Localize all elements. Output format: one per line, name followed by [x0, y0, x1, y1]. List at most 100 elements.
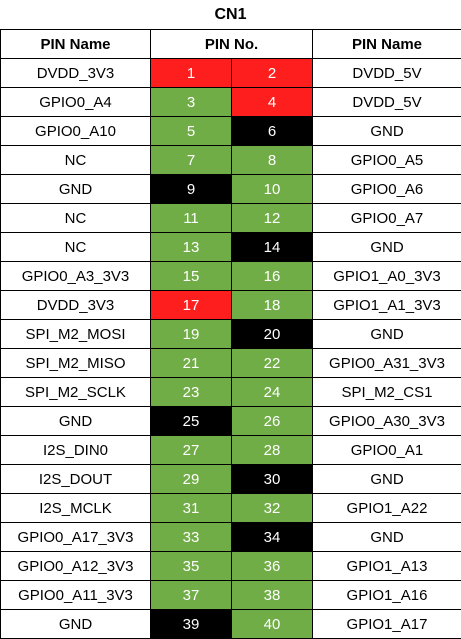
right-pin-number: 32	[232, 494, 313, 523]
left-pin-name: GPIO0_A4	[1, 88, 151, 117]
right-pin-name: GPIO1_A22	[313, 494, 461, 523]
left-pin-name: DVDD_3V3	[1, 291, 151, 320]
left-pin-name: SPI_M2_SCLK	[1, 378, 151, 407]
right-pin-name: GND	[313, 465, 461, 494]
left-pin-name: SPI_M2_MOSI	[1, 320, 151, 349]
left-pin-number: 33	[151, 523, 232, 552]
left-pin-name: NC	[1, 146, 151, 175]
left-pin-number: 39	[151, 610, 232, 639]
right-pin-name: GND	[313, 117, 461, 146]
right-pin-number: 12	[232, 204, 313, 233]
right-pin-number: 36	[232, 552, 313, 581]
right-pin-number: 4	[232, 88, 313, 117]
left-pin-name: GND	[1, 175, 151, 204]
header-title: CN1	[0, 0, 461, 29]
left-pin-number: 5	[151, 117, 232, 146]
left-pin-name: GND	[1, 610, 151, 639]
right-pin-name: GPIO0_A1	[313, 436, 461, 465]
right-pin-number: 6	[232, 117, 313, 146]
right-pin-number: 34	[232, 523, 313, 552]
left-pin-number: 7	[151, 146, 232, 175]
left-pin-number: 31	[151, 494, 232, 523]
right-pin-name: GPIO0_A30_3V3	[313, 407, 461, 436]
right-pin-name: GPIO0_A7	[313, 204, 461, 233]
left-pin-name: I2S_DIN0	[1, 436, 151, 465]
column-header-pin-no: PIN No.	[151, 30, 313, 59]
right-pin-number: 22	[232, 349, 313, 378]
right-pin-name: GPIO0_A6	[313, 175, 461, 204]
right-pin-number: 2	[232, 59, 313, 88]
right-pin-name: GPIO0_A31_3V3	[313, 349, 461, 378]
left-pin-number: 15	[151, 262, 232, 291]
right-pin-name: DVDD_5V	[313, 59, 461, 88]
left-pin-number: 1	[151, 59, 232, 88]
left-pin-number: 3	[151, 88, 232, 117]
right-pin-name: GPIO1_A1_3V3	[313, 291, 461, 320]
left-pin-number: 13	[151, 233, 232, 262]
left-pin-name: GPIO0_A3_3V3	[1, 262, 151, 291]
left-pin-name: SPI_M2_MISO	[1, 349, 151, 378]
right-pin-number: 30	[232, 465, 313, 494]
right-pin-number: 40	[232, 610, 313, 639]
column-header-left-name: PIN Name	[1, 30, 151, 59]
header-row: PIN Name PIN No. PIN Name	[1, 30, 461, 59]
left-pin-name: I2S_DOUT	[1, 465, 151, 494]
right-pin-number: 38	[232, 581, 313, 610]
left-pin-name: GPIO0_A17_3V3	[1, 523, 151, 552]
right-pin-name: GND	[313, 320, 461, 349]
left-pin-name: DVDD_3V3	[1, 59, 151, 88]
left-pin-number: 25	[151, 407, 232, 436]
left-pin-number: 27	[151, 436, 232, 465]
right-pin-name: GND	[313, 523, 461, 552]
left-pin-number: 9	[151, 175, 232, 204]
right-pin-name: GPIO1_A17	[313, 610, 461, 639]
right-pin-name: GND	[313, 233, 461, 262]
left-pin-number: 19	[151, 320, 232, 349]
left-pin-name: GPIO0_A10	[1, 117, 151, 146]
left-pin-number: 35	[151, 552, 232, 581]
right-pin-number: 18	[232, 291, 313, 320]
right-pin-name: DVDD_5V	[313, 88, 461, 117]
left-pin-name: GPIO0_A11_3V3	[1, 581, 151, 610]
left-pin-name: NC	[1, 204, 151, 233]
column-header-right-name: PIN Name	[313, 30, 461, 59]
right-pin-number: 26	[232, 407, 313, 436]
right-pin-number: 24	[232, 378, 313, 407]
left-pin-name: I2S_MCLK	[1, 494, 151, 523]
right-pin-name: GPIO1_A16	[313, 581, 461, 610]
left-pin-name: NC	[1, 233, 151, 262]
right-pin-number: 10	[232, 175, 313, 204]
right-pin-number: 20	[232, 320, 313, 349]
left-pin-name: GPIO0_A12_3V3	[1, 552, 151, 581]
left-pin-number: 11	[151, 204, 232, 233]
right-pin-name: GPIO1_A0_3V3	[313, 262, 461, 291]
right-pin-number: 16	[232, 262, 313, 291]
left-pin-number: 37	[151, 581, 232, 610]
right-pin-name: GPIO0_A5	[313, 146, 461, 175]
left-pin-number: 17	[151, 291, 232, 320]
right-pin-number: 8	[232, 146, 313, 175]
right-pin-name: GPIO1_A13	[313, 552, 461, 581]
left-pin-number: 29	[151, 465, 232, 494]
left-pin-number: 21	[151, 349, 232, 378]
